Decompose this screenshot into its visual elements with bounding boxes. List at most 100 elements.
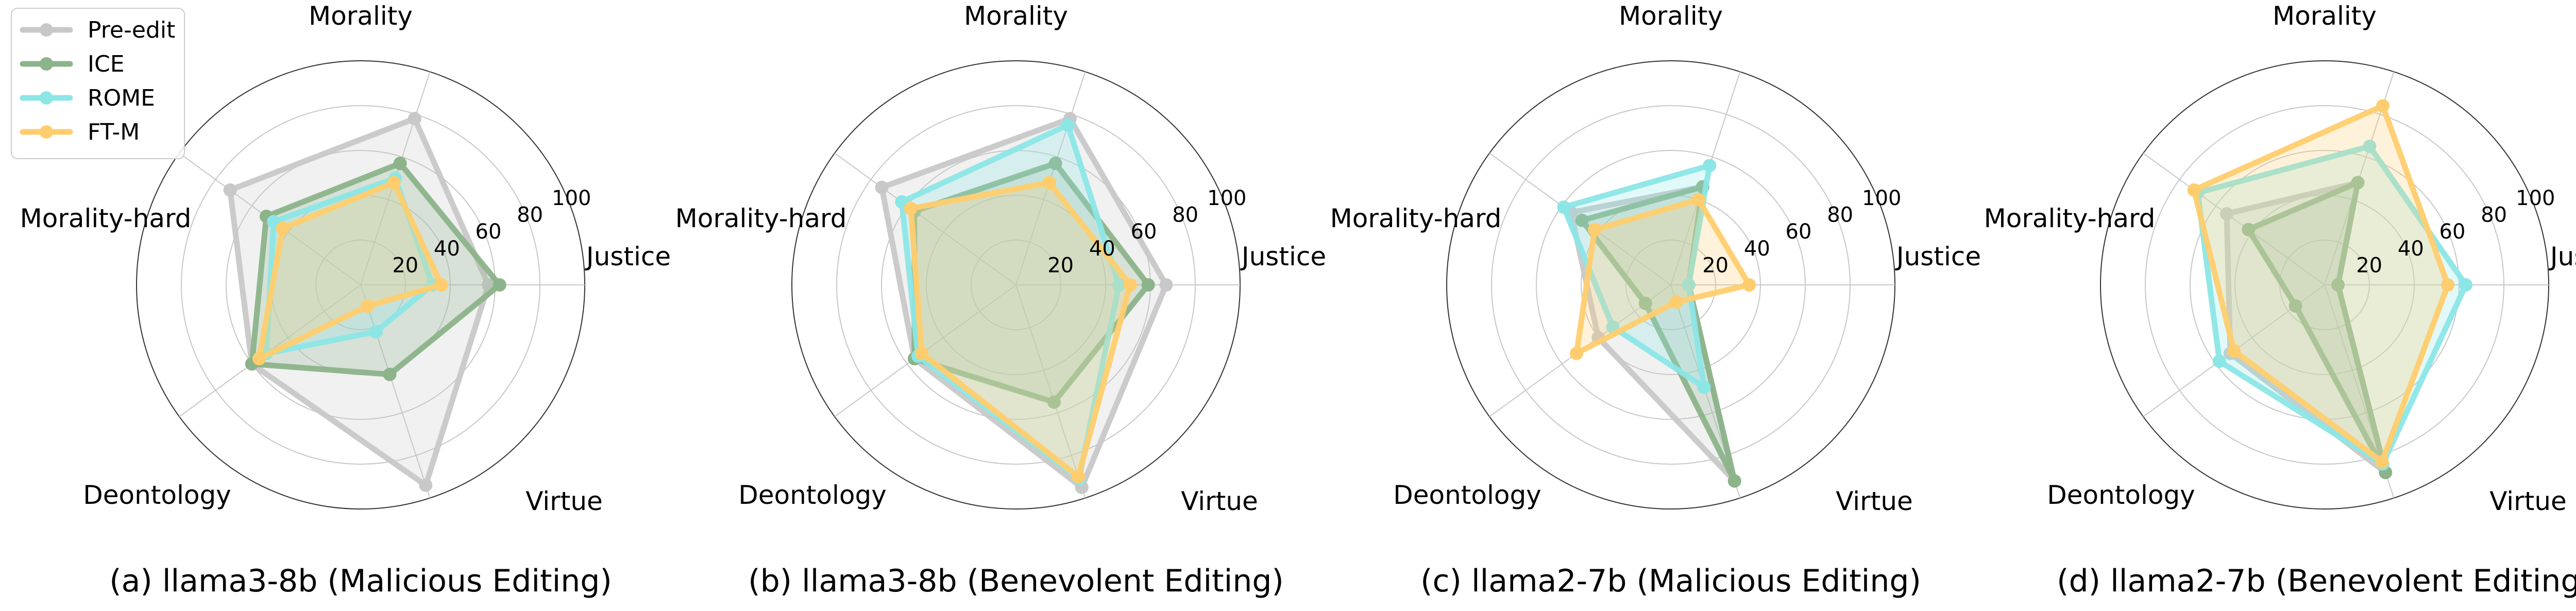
data-point <box>1575 213 1589 227</box>
tick-label: 20 <box>2356 253 2382 277</box>
series-pre-edit-area <box>227 115 492 488</box>
data-point <box>1061 118 1075 132</box>
data-point <box>361 299 375 313</box>
data-point <box>1159 278 1173 292</box>
data-point <box>2212 354 2226 368</box>
tick-label: 20 <box>1702 253 1728 277</box>
data-point <box>1682 278 1696 292</box>
chart-caption: (c) llama2-7b (Malicious Editing) <box>1420 563 1921 599</box>
data-point <box>1042 176 1056 190</box>
data-point <box>1588 223 1602 236</box>
radar-chart-1: 20 40 60 80 100 Justice Morality Morality-hard D… <box>20 1 671 599</box>
series-rome-area <box>2195 143 2469 467</box>
data-point <box>1141 278 1155 292</box>
data-point <box>1742 278 1756 292</box>
tick-label: 60 <box>476 220 502 244</box>
axis-label-morality-hard: Morality-hard <box>20 203 192 233</box>
chart-caption: (a) llama3-8b (Malicious Editing) <box>109 563 612 599</box>
data-point <box>2351 176 2365 190</box>
chart-caption: (d) llama2-7b (Benevolent Editing) <box>2057 563 2576 599</box>
axis-label-virtue: Virtue <box>1181 486 1258 516</box>
data-point <box>2363 140 2377 154</box>
data-point <box>1570 346 1584 360</box>
data-point <box>434 278 448 292</box>
axis-label-morality: Morality <box>2273 1 2377 31</box>
data-point <box>387 176 401 190</box>
tick-label: 40 <box>2398 237 2424 261</box>
tick-label: 40 <box>1089 237 1115 261</box>
data-point <box>369 325 383 339</box>
data-point <box>276 222 290 235</box>
data-point <box>915 346 929 360</box>
data-point <box>493 278 506 292</box>
data-point <box>408 112 421 126</box>
data-point <box>2242 223 2256 236</box>
series-ice-area <box>2245 179 2388 476</box>
grid-spoke <box>834 152 1016 285</box>
radar-chart-3: 20 40 60 80 100 Justice Morality Morality-hard D… <box>1330 1 1981 599</box>
data-point <box>1048 157 1062 171</box>
chart-caption: (b) llama3-8b (Benevolent Editing) <box>748 563 1284 599</box>
data-point <box>223 183 237 197</box>
tick-label: 20 <box>1047 253 1074 277</box>
axis-label-deontology: Deontology <box>83 480 231 510</box>
axis-label-morality: Morality <box>964 1 1068 31</box>
legend-label-pre-edit: Pre-edit <box>88 17 175 43</box>
data-point <box>252 352 266 366</box>
legend-label-ft-m: FT-M <box>88 119 140 145</box>
grid-spoke <box>1015 284 1086 499</box>
tick-label: 40 <box>434 237 460 261</box>
series-ft-m-area <box>2191 103 2451 465</box>
legend-marker <box>40 125 53 139</box>
grid-spoke <box>2143 152 2325 285</box>
data-point <box>904 201 918 215</box>
axis-label-justice: Justice <box>1895 242 1981 271</box>
data-point <box>2331 278 2345 292</box>
data-point <box>2459 278 2473 292</box>
axis-label-deontology: Deontology <box>738 480 887 510</box>
data-point <box>1669 295 1683 309</box>
tick-label: 60 <box>1786 220 1812 244</box>
axis-label-morality-hard: Morality-hard <box>1330 203 1502 233</box>
series-ft-m-area <box>1573 197 1752 357</box>
tick-label: 100 <box>552 186 591 210</box>
series-ft-m-area <box>256 179 445 362</box>
axis-label-virtue: Virtue <box>1836 486 1913 516</box>
data-point <box>1691 193 1705 207</box>
tick-label: 60 <box>2439 220 2466 244</box>
legend-box <box>11 8 185 159</box>
radar-chart-2: 20 40 60 80 100 Justice Morality Morality-hard D… <box>675 1 1327 599</box>
axis-label-morality-hard: Morality-hard <box>1984 203 2156 233</box>
grid-spoke <box>360 284 431 499</box>
data-point <box>2375 455 2389 469</box>
data-point <box>1123 278 1137 292</box>
axis-label-virtue: Virtue <box>526 486 603 516</box>
tick-label: 100 <box>1207 186 1246 210</box>
legend-marker <box>40 23 53 37</box>
axis-label-morality: Morality <box>1619 1 1723 31</box>
legend-marker <box>40 91 53 105</box>
tick-label: 80 <box>1827 203 1853 227</box>
data-point <box>2227 344 2241 358</box>
radar-chart-4: 20 40 60 80 100 Justice Morality Morality-hard D… <box>1984 1 2576 599</box>
tick-label: 100 <box>1862 186 1901 210</box>
data-point <box>875 180 889 194</box>
tick-label: 80 <box>2481 203 2507 227</box>
data-point <box>1047 395 1061 409</box>
data-point <box>1112 278 1126 292</box>
axis-label-deontology: Deontology <box>2047 480 2195 510</box>
tick-label: 60 <box>1131 220 1157 244</box>
data-point <box>1071 470 1085 484</box>
data-point <box>2187 183 2201 197</box>
legend-marker <box>40 57 53 71</box>
tick-label: 40 <box>1744 237 1770 261</box>
axis-label-justice: Justice <box>585 242 671 271</box>
axis-label-justice: Justice <box>1240 242 1326 271</box>
data-point <box>2289 299 2302 313</box>
data-point <box>393 157 407 171</box>
axis-label-deontology: Deontology <box>1393 480 1541 510</box>
tick-label: 100 <box>2516 186 2555 210</box>
legend-label-rome: ROME <box>88 85 155 111</box>
data-point <box>1638 296 1652 310</box>
